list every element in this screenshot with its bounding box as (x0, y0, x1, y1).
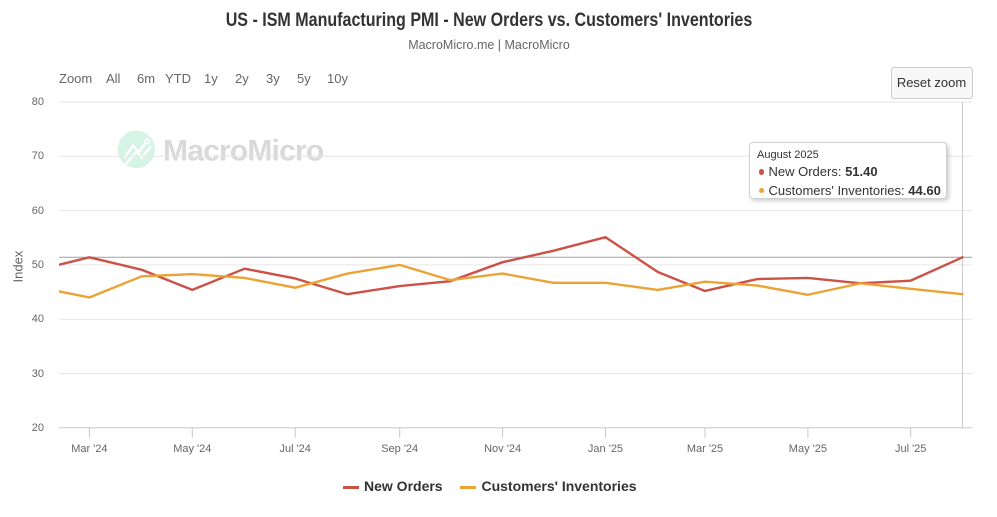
svg-text:MacroMicro: MacroMicro (163, 135, 324, 168)
